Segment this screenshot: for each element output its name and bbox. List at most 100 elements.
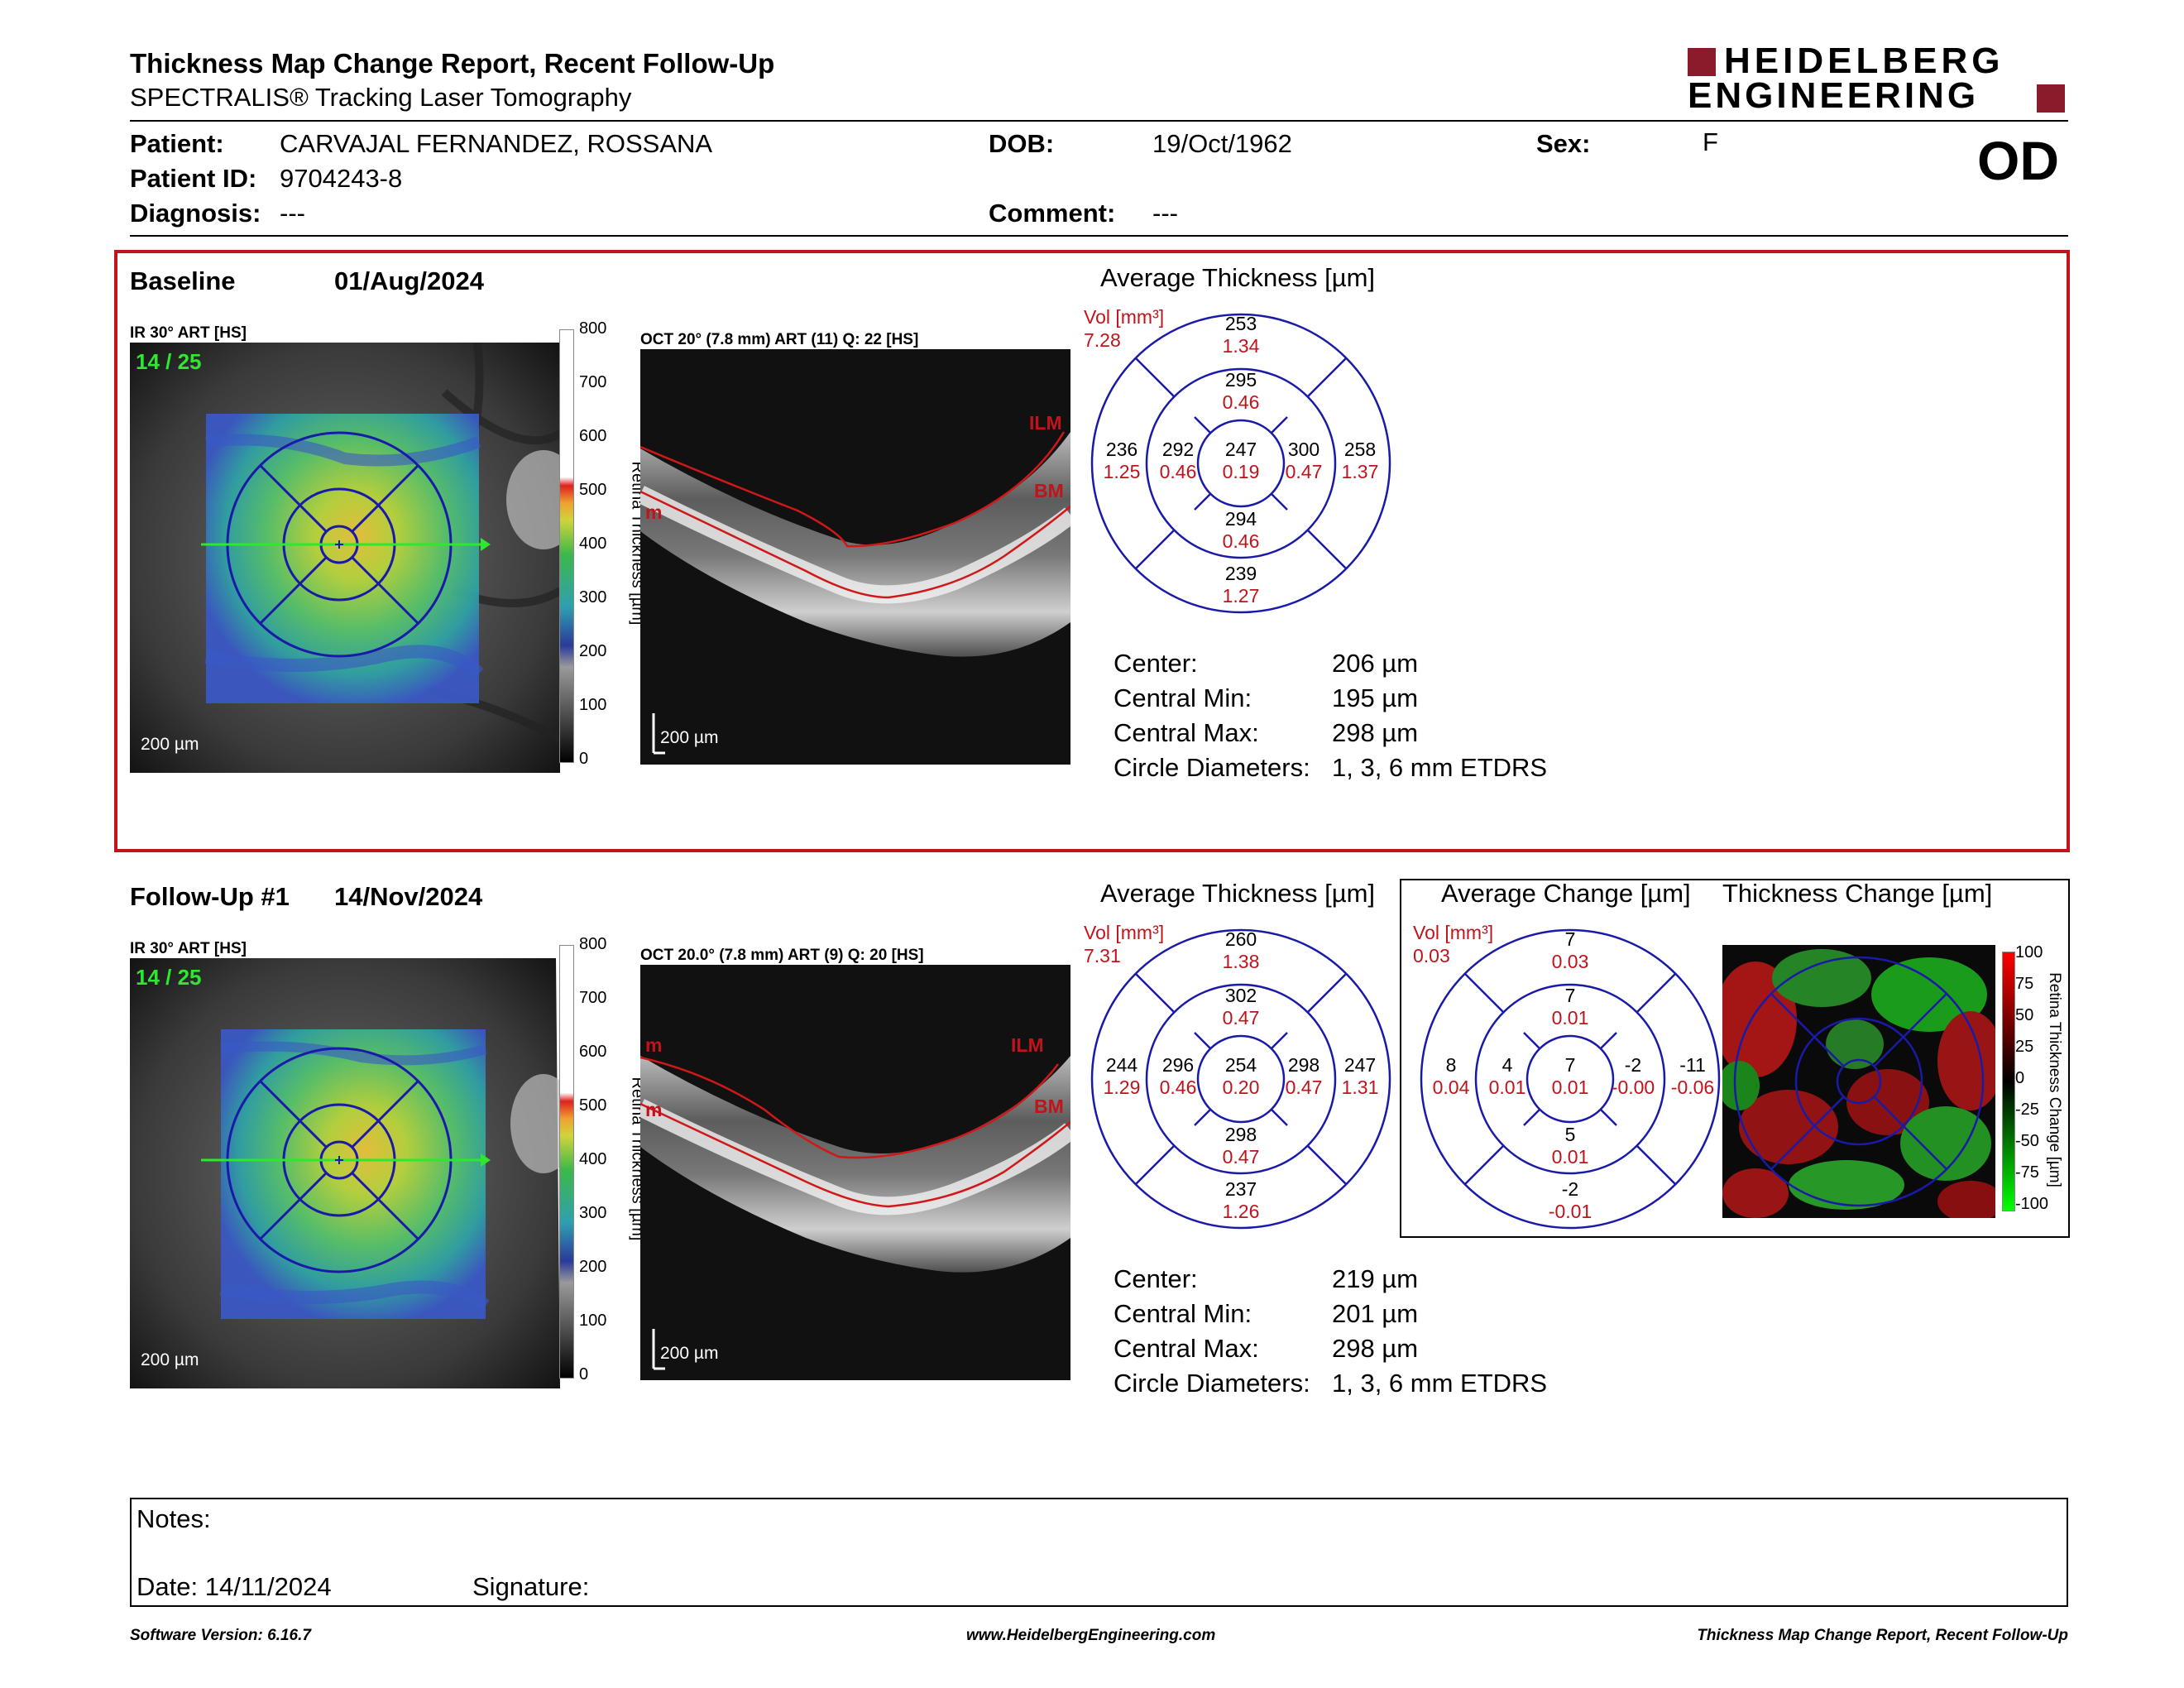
etdrs-inner-temporal: 300 0.47 — [1272, 439, 1335, 483]
etdrs-center: 254 0.20 — [1208, 1054, 1274, 1099]
change-value: -2 — [1624, 1054, 1642, 1076]
baseline-thickness-ticks: 800 700 600 500 400 300 200 100 0 — [579, 319, 620, 776]
volume-value: 0.46 — [1222, 391, 1260, 413]
report-subtitle: SPECTRALIS® Tracking Laser Tomography — [130, 83, 632, 112]
baseline-diam-label: Circle Diameters: — [1114, 753, 1310, 782]
baseline-min-label: Central Min: — [1114, 683, 1252, 712]
followup-avg-thickness-title: Average Thickness [µm] — [1100, 879, 1376, 908]
thickness-value: 247 — [1224, 439, 1257, 460]
signature-label: Signature: — [472, 1572, 590, 1601]
baseline-ir-image — [130, 343, 560, 773]
notes-box[interactable]: Notes: Date: 14/11/2024 Signature: — [130, 1498, 2068, 1607]
etdrs-center: 247 0.19 — [1208, 439, 1274, 483]
volume-change-value: 0.03 — [1551, 951, 1589, 972]
followup-center-value: 219 µm — [1332, 1264, 1419, 1293]
etdrs-outer-inferior: 237 1.26 — [1208, 1178, 1274, 1223]
followup-ir-image — [130, 958, 560, 1388]
diagnosis-label: Diagnosis: — [130, 199, 261, 228]
volume-value: 0.20 — [1222, 1077, 1260, 1098]
thickness-value: 244 — [1105, 1054, 1138, 1076]
followup-oct-label: OCT 20.0° (7.8 mm) ART (9) Q: 20 [HS] — [640, 947, 924, 964]
baseline-ir-scalebar: 200 µm — [141, 735, 199, 754]
thickness-tick: 200 — [579, 642, 607, 660]
baseline-ilm-label: ILM — [1029, 412, 1062, 434]
baseline-max-label: Central Max: — [1114, 718, 1259, 747]
baseline-oct-label: OCT 20° (7.8 mm) ART (11) Q: 22 [HS] — [640, 331, 919, 348]
etdrs-outer-nasal: 244 1.29 — [1090, 1054, 1153, 1099]
change-tick: 50 — [2015, 1006, 2034, 1024]
thickness-value: 237 — [1224, 1178, 1257, 1200]
change-value: 7 — [1564, 1054, 1576, 1076]
etdrs-inner-superior: 302 0.47 — [1208, 985, 1274, 1029]
volume-value: 1.31 — [1341, 1077, 1379, 1098]
baseline-oct-scalebar: 200 µm — [660, 728, 719, 747]
thickness-value: 302 — [1224, 985, 1257, 1006]
volume-value: 1.34 — [1222, 335, 1260, 357]
followup-ir-label: IR 30° ART [HS] — [130, 940, 247, 957]
notes-label: Notes: — [136, 1504, 211, 1533]
etdrs-outer-temporal: 247 1.31 — [1329, 1054, 1391, 1099]
thickness-tick: 800 — [579, 319, 607, 338]
followup-date: 14/Nov/2024 — [334, 882, 483, 911]
header-divider — [130, 120, 2068, 122]
thickness-value: 260 — [1224, 928, 1257, 950]
followup-ir-scalebar: 200 µm — [141, 1350, 199, 1369]
patient-divider — [130, 235, 2068, 237]
followup-m-label-2: m — [645, 1099, 663, 1120]
thickness-tick: 300 — [579, 588, 607, 607]
followup-min-label: Central Min: — [1114, 1299, 1252, 1328]
baseline-center-value: 206 µm — [1332, 649, 1419, 678]
report-title: Thickness Map Change Report, Recent Foll… — [130, 48, 775, 79]
followup-center-label: Center: — [1114, 1264, 1198, 1293]
change-vol-label: Vol [mm³] — [1413, 922, 1494, 943]
change-inner-temporal: -2 -0.00 — [1600, 1054, 1666, 1099]
etdrs-outer-temporal: 258 1.37 — [1329, 439, 1391, 483]
followup-etdrs-grid — [1090, 928, 1391, 1230]
followup-min-value: 201 µm — [1332, 1299, 1419, 1328]
thickness-tick: 700 — [579, 989, 607, 1007]
thickness-value: 300 — [1287, 439, 1320, 460]
thickness-value: 292 — [1161, 439, 1195, 460]
thickness-tick: 700 — [579, 373, 607, 391]
volume-change-value: -0.01 — [1548, 1201, 1592, 1222]
thickness-tick: 600 — [579, 1043, 607, 1061]
followup-bm-label: BM — [1034, 1096, 1064, 1117]
thickness-tick: 400 — [579, 535, 607, 553]
etdrs-inner-inferior: 294 0.46 — [1208, 508, 1274, 553]
volume-value: 1.25 — [1103, 461, 1141, 482]
baseline-min-value: 195 µm — [1332, 683, 1419, 712]
baseline-vol-label: Vol [mm³] — [1084, 306, 1165, 328]
volume-value: 1.37 — [1341, 461, 1379, 482]
dob-label: DOB: — [989, 129, 1055, 158]
change-value: 7 — [1564, 928, 1576, 950]
change-colorbar — [2002, 952, 2015, 1211]
volume-value: 1.29 — [1103, 1077, 1141, 1098]
change-tick: -25 — [2015, 1101, 2039, 1119]
volume-change-value: 0.01 — [1551, 1077, 1589, 1098]
logo-square-bottom — [2037, 84, 2065, 113]
followup-label: Follow-Up #1 — [130, 882, 290, 911]
change-outer-temporal: -11 -0.06 — [1660, 1054, 1726, 1099]
change-value: -2 — [1561, 1178, 1579, 1200]
website-link[interactable]: www.HeidelbergEngineering.com — [966, 1627, 1216, 1644]
followup-diam-label: Circle Diameters: — [1114, 1369, 1310, 1398]
followup-max-label: Central Max: — [1114, 1334, 1259, 1363]
volume-value: 0.47 — [1285, 1077, 1323, 1098]
thickness-tick: 300 — [579, 1204, 607, 1222]
change-value: -11 — [1679, 1054, 1706, 1076]
thickness-value: 294 — [1224, 508, 1257, 530]
baseline-m-label: m — [645, 501, 663, 523]
followup-max-value: 298 µm — [1332, 1334, 1419, 1363]
thickness-value: 247 — [1343, 1054, 1377, 1076]
volume-change-value: 0.01 — [1551, 1007, 1589, 1029]
followup-thickness-ticks: 800 700 600 500 400 300 200 100 0 — [579, 935, 620, 1392]
change-inner-nasal: 4 0.01 — [1476, 1054, 1539, 1099]
followup-ilm-label: ILM — [1011, 1034, 1044, 1056]
change-tick: 100 — [2015, 943, 2043, 961]
thickness-change-map — [1722, 945, 1995, 1218]
followup-vol-value: 7.31 — [1084, 945, 1121, 966]
thickness-value: 254 — [1224, 1054, 1257, 1076]
change-tick: 75 — [2015, 975, 2034, 993]
thickness-tick: 800 — [579, 935, 607, 953]
